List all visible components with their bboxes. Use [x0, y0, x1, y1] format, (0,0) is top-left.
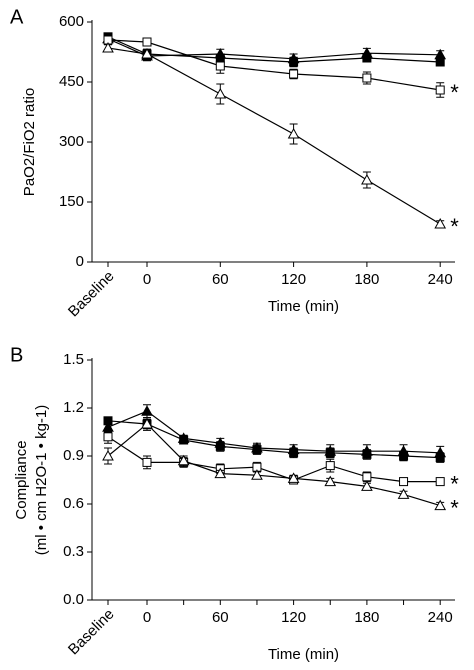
y-axis-label: PaO2/FiO2 ratio — [21, 88, 38, 196]
marker — [141, 405, 153, 416]
marker — [141, 47, 153, 59]
marker — [397, 488, 410, 499]
marker — [177, 454, 190, 466]
x-tick-label: 240 — [428, 609, 453, 626]
marker — [434, 446, 447, 458]
marker — [397, 445, 410, 456]
marker — [361, 173, 373, 185]
marker — [215, 61, 225, 71]
x-tick-label: 120 — [281, 271, 306, 288]
series-line — [107, 420, 441, 459]
marker — [287, 472, 300, 483]
annotation: * — [450, 471, 459, 496]
y-tick-label: 0 — [76, 253, 84, 270]
marker — [141, 417, 153, 429]
marker — [399, 477, 409, 487]
y-tick-label: 0.3 — [63, 543, 84, 560]
series-line — [107, 39, 441, 91]
marker — [362, 472, 372, 482]
series-line — [107, 38, 441, 60]
marker — [214, 437, 227, 448]
series-line — [107, 47, 441, 225]
x-tick-label: 180 — [354, 609, 379, 626]
y-tick-label: 600 — [59, 13, 84, 30]
x-tick-label: 60 — [212, 609, 229, 626]
marker — [324, 445, 337, 456]
y-axis-label: Compliance — [13, 440, 30, 519]
marker — [214, 47, 227, 59]
marker — [362, 73, 372, 83]
marker — [251, 441, 263, 453]
marker — [324, 475, 337, 487]
y-tick-label: 0.0 — [63, 591, 84, 608]
series-line — [107, 410, 441, 454]
marker — [287, 443, 300, 455]
series-line — [107, 36, 441, 63]
marker — [361, 480, 373, 491]
marker — [251, 469, 263, 480]
x-tick-label: 180 — [354, 271, 379, 288]
marker — [287, 127, 300, 139]
marker — [142, 37, 152, 47]
x-tick-label: 60 — [212, 271, 229, 288]
panel-label: A — [10, 6, 24, 28]
marker — [325, 461, 335, 471]
x-tick-label: 240 — [428, 271, 453, 288]
marker — [289, 69, 299, 79]
y-tick-label: 0.6 — [63, 495, 84, 512]
marker — [214, 87, 227, 99]
x-axis-label: Time (min) — [268, 298, 339, 315]
x-tick-label: 120 — [281, 609, 306, 626]
series-line — [107, 436, 441, 483]
marker — [287, 52, 300, 64]
annotation: * — [450, 495, 459, 520]
y-axis-label: (ml • cm H2O-1 • kg-1) — [33, 405, 50, 556]
annotation: * — [450, 214, 459, 239]
series-line — [107, 423, 441, 507]
marker — [102, 449, 114, 461]
marker — [435, 477, 445, 487]
marker — [435, 85, 445, 95]
marker — [177, 432, 190, 443]
y-tick-label: 150 — [59, 193, 84, 210]
y-tick-label: 300 — [59, 133, 84, 150]
marker — [434, 217, 447, 229]
panel-label: B — [10, 344, 23, 366]
marker — [361, 47, 373, 58]
marker — [434, 48, 447, 60]
x-tick-label: Baseline — [65, 268, 118, 321]
marker — [103, 432, 113, 442]
y-tick-label: 1.2 — [63, 399, 84, 416]
marker — [434, 499, 447, 511]
annotation: * — [450, 80, 459, 105]
y-tick-label: 0.9 — [63, 447, 84, 464]
x-tick-label: Baseline — [65, 606, 118, 659]
y-tick-label: 450 — [59, 73, 84, 90]
marker — [361, 445, 373, 456]
marker — [142, 457, 152, 467]
x-tick-label: 0 — [143, 271, 151, 288]
marker — [214, 467, 227, 479]
marker — [102, 41, 114, 53]
y-tick-label: 1.5 — [63, 351, 84, 368]
x-axis-label: Time (min) — [268, 646, 339, 663]
x-tick-label: 0 — [143, 609, 151, 626]
